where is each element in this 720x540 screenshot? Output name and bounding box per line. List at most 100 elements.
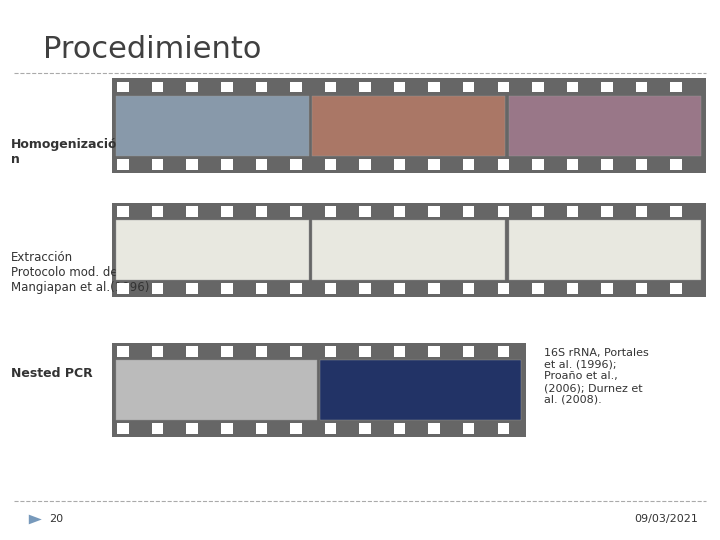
Bar	[186, 206, 198, 217]
Bar	[325, 82, 336, 92]
Bar	[359, 206, 371, 217]
Bar	[670, 283, 682, 294]
Bar	[601, 206, 613, 217]
Polygon shape	[29, 515, 42, 524]
Bar	[394, 283, 405, 294]
Bar	[428, 283, 440, 294]
Bar	[508, 96, 701, 156]
Text: Extracción
Protocolo mod. de
Mangiapan et al.(1996): Extracción Protocolo mod. de Mangiapan e…	[11, 251, 149, 294]
Bar	[152, 159, 163, 170]
Bar	[359, 283, 371, 294]
Bar	[601, 283, 613, 294]
Bar	[116, 96, 309, 156]
Bar	[532, 159, 544, 170]
Bar	[290, 423, 302, 434]
Bar	[463, 283, 474, 294]
Bar	[601, 159, 613, 170]
Bar	[636, 82, 647, 92]
Bar	[428, 159, 440, 170]
Bar	[221, 283, 233, 294]
Bar	[359, 423, 371, 434]
Text: 09/03/2021: 09/03/2021	[634, 515, 698, 524]
Bar	[670, 206, 682, 217]
Bar	[359, 159, 371, 170]
Text: Procedimiento: Procedimiento	[43, 35, 261, 64]
Bar	[256, 346, 267, 357]
Bar	[290, 283, 302, 294]
Bar	[394, 206, 405, 217]
Bar	[186, 82, 198, 92]
Text: 20: 20	[49, 515, 63, 524]
Bar	[117, 206, 129, 217]
Bar	[152, 283, 163, 294]
Bar	[186, 423, 198, 434]
Bar	[498, 283, 509, 294]
Bar	[325, 346, 336, 357]
Bar	[152, 206, 163, 217]
Bar	[112, 78, 706, 173]
Bar	[290, 82, 302, 92]
Bar	[428, 423, 440, 434]
Bar	[256, 159, 267, 170]
Bar	[320, 360, 521, 420]
Bar	[428, 206, 440, 217]
Bar	[312, 96, 505, 156]
Bar	[221, 423, 233, 434]
Bar	[508, 220, 701, 280]
Bar	[394, 159, 405, 170]
Bar	[498, 159, 509, 170]
Bar	[532, 206, 544, 217]
Bar	[601, 82, 613, 92]
Bar	[428, 82, 440, 92]
Text: Homogenizació
n: Homogenizació n	[11, 138, 117, 166]
Bar	[463, 423, 474, 434]
Bar	[394, 82, 405, 92]
Bar	[117, 82, 129, 92]
Bar	[498, 423, 509, 434]
Text: 16S rRNA, Portales
et al. (1996);
Proaño et al.,
(2006); Durnez et
al. (2008).: 16S rRNA, Portales et al. (1996); Proaño…	[544, 348, 648, 404]
Bar	[394, 346, 405, 357]
Bar	[359, 82, 371, 92]
Bar	[221, 82, 233, 92]
Bar	[221, 159, 233, 170]
Bar	[532, 82, 544, 92]
Bar	[567, 159, 578, 170]
Bar	[428, 346, 440, 357]
Bar	[117, 283, 129, 294]
Bar	[532, 283, 544, 294]
Bar	[186, 283, 198, 294]
Bar	[567, 206, 578, 217]
Bar	[290, 346, 302, 357]
Bar	[463, 159, 474, 170]
Bar	[312, 220, 505, 280]
Bar	[112, 343, 526, 437]
Bar	[112, 202, 706, 297]
Bar	[152, 423, 163, 434]
Bar	[116, 220, 309, 280]
Bar	[359, 346, 371, 357]
Bar	[117, 423, 129, 434]
Bar	[256, 423, 267, 434]
Bar	[567, 283, 578, 294]
Bar	[221, 346, 233, 357]
Bar	[256, 206, 267, 217]
Bar	[325, 159, 336, 170]
Bar	[670, 159, 682, 170]
Bar	[394, 423, 405, 434]
Bar	[152, 346, 163, 357]
Bar	[290, 159, 302, 170]
Bar	[636, 159, 647, 170]
Bar	[325, 206, 336, 217]
Bar	[117, 346, 129, 357]
Bar	[463, 206, 474, 217]
Bar	[567, 82, 578, 92]
Bar	[463, 82, 474, 92]
Bar	[636, 283, 647, 294]
Bar	[498, 82, 509, 92]
Bar	[117, 159, 129, 170]
Bar	[221, 206, 233, 217]
Bar	[670, 82, 682, 92]
Bar	[463, 346, 474, 357]
Bar	[116, 360, 317, 420]
Bar	[152, 82, 163, 92]
